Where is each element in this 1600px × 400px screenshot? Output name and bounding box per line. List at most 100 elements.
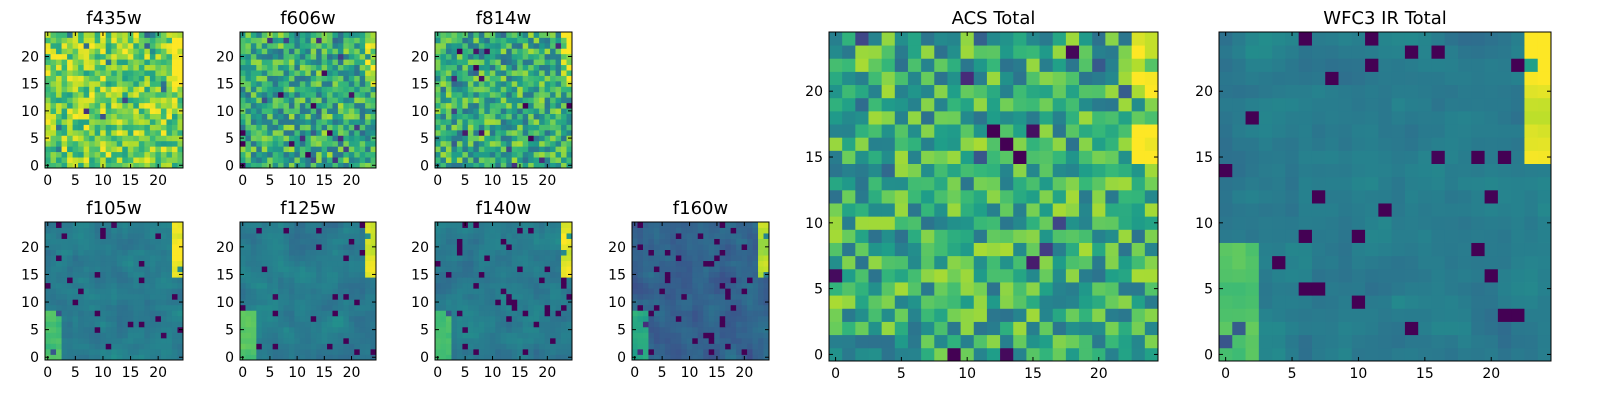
- heatmap-cell: [365, 32, 371, 38]
- heatmap-cell: [94, 227, 101, 234]
- heatmap-cell: [245, 277, 252, 284]
- heatmap-cell: [829, 216, 843, 230]
- heatmap-cell: [288, 113, 295, 120]
- heatmap-cell: [725, 260, 732, 267]
- heatmap-cell: [642, 238, 649, 245]
- heatmap-cell: [343, 332, 350, 339]
- heatmap-cell: [250, 119, 257, 125]
- heatmap-cell: [45, 255, 51, 262]
- heatmap-cell: [144, 157, 151, 163]
- heatmap-cell: [555, 97, 562, 104]
- heatmap-cell: [445, 80, 452, 87]
- heatmap-cell: [752, 315, 759, 322]
- heatmap-cell: [116, 102, 123, 109]
- heatmap-cell: [1144, 163, 1159, 178]
- heatmap-cell: [354, 48, 361, 55]
- heatmap-cell: [316, 53, 322, 60]
- heatmap-cell: [467, 37, 474, 44]
- heatmap-cell: [539, 162, 545, 169]
- heatmap-cell: [561, 282, 567, 289]
- heatmap-cell: [495, 119, 502, 125]
- heatmap-cell: [138, 108, 145, 114]
- heatmap-cell: [327, 348, 333, 355]
- heatmap-cell: [250, 348, 257, 355]
- heatmap-cell: [642, 271, 649, 278]
- heatmap-cell: [725, 332, 732, 339]
- heatmap-cell: [456, 162, 463, 169]
- heatmap-cell: [1026, 216, 1040, 230]
- heatmap-cell: [160, 64, 167, 71]
- heatmap-cell: [451, 157, 458, 163]
- heatmap-cell: [907, 282, 922, 296]
- heatmap-cell: [72, 299, 79, 306]
- heatmap-cell: [451, 315, 458, 322]
- heatmap-cell: [522, 42, 529, 49]
- heatmap-cell: [544, 337, 551, 344]
- heatmap-cell: [1000, 334, 1014, 349]
- heatmap-cell: [267, 310, 274, 317]
- heatmap-cell: [45, 113, 51, 120]
- heatmap-cell: [272, 75, 279, 82]
- heatmap-cell: [522, 348, 529, 355]
- heatmap-cell: [973, 163, 988, 178]
- heatmap-cell: [370, 321, 377, 328]
- heatmap-cell: [741, 299, 748, 306]
- heatmap-cell: [267, 70, 274, 76]
- heatmap-cell: [327, 315, 333, 322]
- heatmap-cell: [440, 140, 447, 147]
- heatmap-cell: [539, 75, 545, 82]
- heatmap-cell: [122, 97, 129, 104]
- heatmap-cell: [960, 295, 975, 309]
- heatmap-cell: [337, 332, 344, 339]
- heatmap-cell: [730, 293, 737, 300]
- heatmap-cell: [89, 343, 96, 350]
- heatmap-cell: [561, 146, 567, 153]
- heatmap-cell: [267, 75, 274, 82]
- heatmap-cell: [83, 108, 90, 114]
- heatmap-cell: [730, 282, 737, 289]
- heatmap-cell: [250, 97, 257, 104]
- heatmap-cell: [533, 315, 540, 322]
- heatmap-cell: [240, 227, 246, 234]
- heatmap-cell: [637, 249, 644, 256]
- heatmap-cell: [160, 102, 167, 109]
- heatmap-cell: [648, 271, 655, 278]
- heatmap-cell: [61, 32, 68, 38]
- heatmap-cell: [708, 321, 715, 328]
- heatmap-cell: [250, 151, 257, 158]
- heatmap-cell: [111, 293, 118, 300]
- heatmap-cell: [445, 260, 452, 267]
- heatmap-cell: [50, 42, 57, 49]
- heatmap-cell: [337, 48, 344, 55]
- heatmap-cell: [272, 266, 279, 273]
- heatmap-cell: [240, 315, 246, 322]
- heatmap-cell: [451, 304, 458, 311]
- heatmap-cell: [934, 268, 948, 283]
- heatmap-cell: [675, 260, 682, 267]
- heatmap-cell: [1039, 255, 1054, 270]
- heatmap-cell: [522, 37, 529, 44]
- heatmap-cell: [89, 332, 96, 339]
- heatmap-cell: [1079, 321, 1093, 336]
- heatmap-cell: [144, 129, 151, 136]
- heatmap-cell: [72, 249, 79, 256]
- heatmap-cell: [445, 282, 452, 289]
- heatmap-cell: [261, 162, 268, 169]
- heatmap-cell: [517, 119, 524, 125]
- heatmap-cell: [283, 249, 290, 256]
- heatmap-cell: [533, 86, 540, 93]
- heatmap-cell: [250, 277, 257, 284]
- heatmap-cell: [637, 288, 644, 295]
- heatmap-cell: [719, 233, 726, 239]
- heatmap-cell: [489, 64, 496, 71]
- heatmap-cell: [78, 282, 85, 289]
- heatmap-cell: [160, 91, 167, 98]
- heatmap-cell: [299, 321, 306, 328]
- heatmap-cell: [730, 249, 737, 256]
- y-tick-label: 10: [411, 104, 429, 120]
- heatmap-cell: [171, 260, 178, 267]
- heatmap-cell: [714, 227, 721, 234]
- heatmap-cell: [359, 64, 366, 71]
- heatmap-cell: [45, 348, 51, 355]
- heatmap-cell: [288, 227, 295, 234]
